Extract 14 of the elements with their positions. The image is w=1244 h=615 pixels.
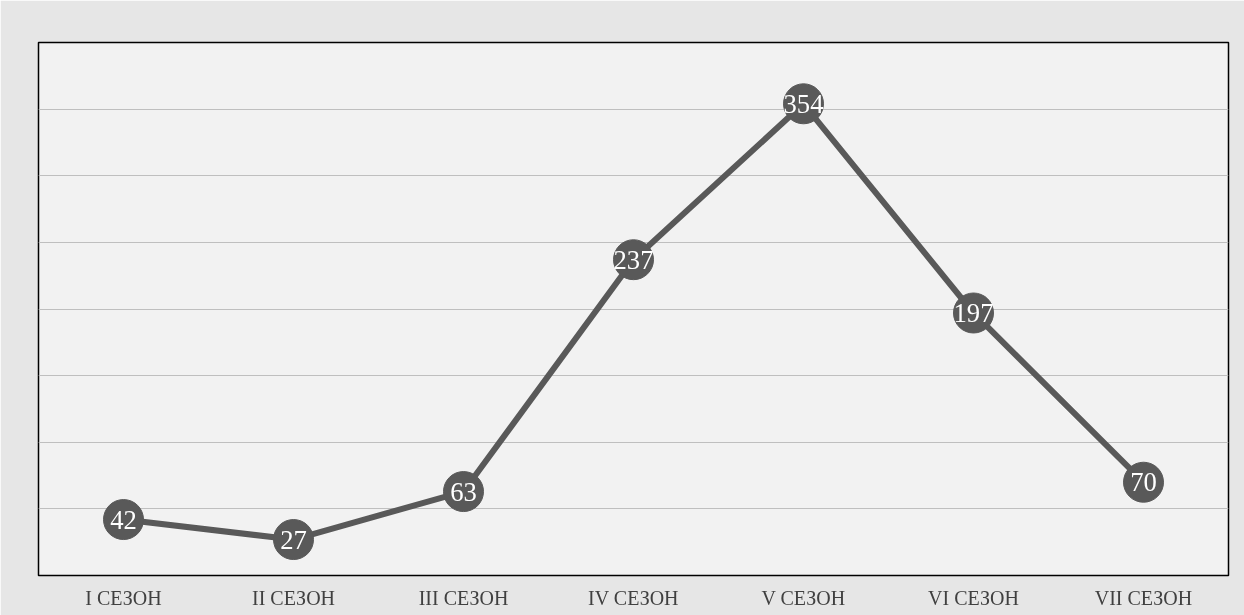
data-label: 70 bbox=[1130, 467, 1157, 498]
x-tick-label: IV СЕЗОН bbox=[588, 586, 679, 609]
x-tick-label: VI СЕЗОН bbox=[928, 586, 1019, 609]
data-label: 63 bbox=[450, 476, 477, 507]
x-tick-label: II СЕЗОН bbox=[251, 586, 336, 609]
x-tick-label: I СЕЗОН bbox=[85, 586, 162, 609]
data-label: 354 bbox=[783, 88, 824, 119]
x-tick-label: V СЕЗОН bbox=[761, 586, 846, 609]
x-tick-label: VII СЕЗОН bbox=[1094, 586, 1193, 609]
data-label: 197 bbox=[953, 298, 994, 328]
x-tick-label: III СЕЗОН bbox=[418, 586, 509, 609]
data-label: 27 bbox=[280, 524, 307, 555]
data-label: 237 bbox=[613, 244, 654, 275]
data-label: 42 bbox=[110, 504, 137, 535]
